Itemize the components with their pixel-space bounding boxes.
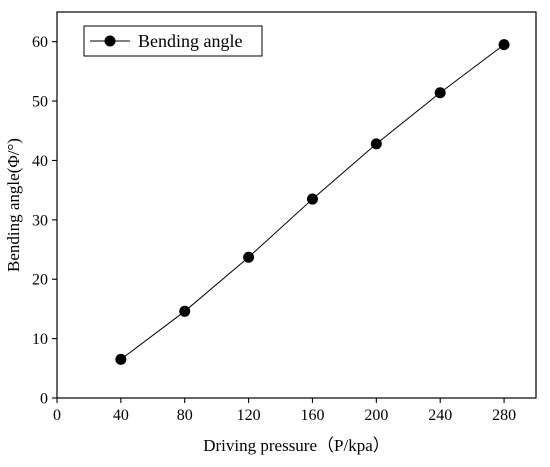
y-tick-label: 40 <box>32 153 48 170</box>
data-point <box>306 193 318 205</box>
y-tick-label: 50 <box>32 94 48 111</box>
y-tick-label: 0 <box>40 391 48 408</box>
data-point <box>370 138 382 150</box>
y-axis-title: Bending angle(Φ/°) <box>4 138 23 272</box>
y-tick-label: 10 <box>32 331 48 348</box>
y-axis: 0 10 20 30 40 50 60 <box>32 34 57 408</box>
data-point <box>243 251 255 263</box>
data-point <box>434 87 446 99</box>
x-axis-title: Driving pressure（P/kpa） <box>203 436 390 455</box>
y-tick-label: 30 <box>32 212 48 229</box>
series-layer <box>115 39 510 365</box>
x-tick-label: 280 <box>492 407 516 424</box>
data-point <box>115 353 127 365</box>
x-tick-label: 200 <box>364 407 388 424</box>
data-point <box>498 39 510 51</box>
x-tick-label: 160 <box>300 407 324 424</box>
data-point <box>179 305 191 317</box>
x-tick-label: 80 <box>177 407 193 424</box>
y-tick-label: 20 <box>32 272 48 289</box>
y-tick-label: 60 <box>32 34 48 51</box>
legend-label: Bending angle <box>138 31 242 51</box>
plot-frame <box>56 11 537 399</box>
legend-marker <box>104 35 116 47</box>
legend: Bending angle <box>83 25 263 57</box>
x-tick-label: 240 <box>428 407 452 424</box>
x-axis: 0 40 80 120 160 200 240 280 <box>53 398 516 424</box>
x-tick-label: 40 <box>113 407 129 424</box>
x-tick-label: 0 <box>53 407 61 424</box>
x-tick-label: 120 <box>237 407 261 424</box>
